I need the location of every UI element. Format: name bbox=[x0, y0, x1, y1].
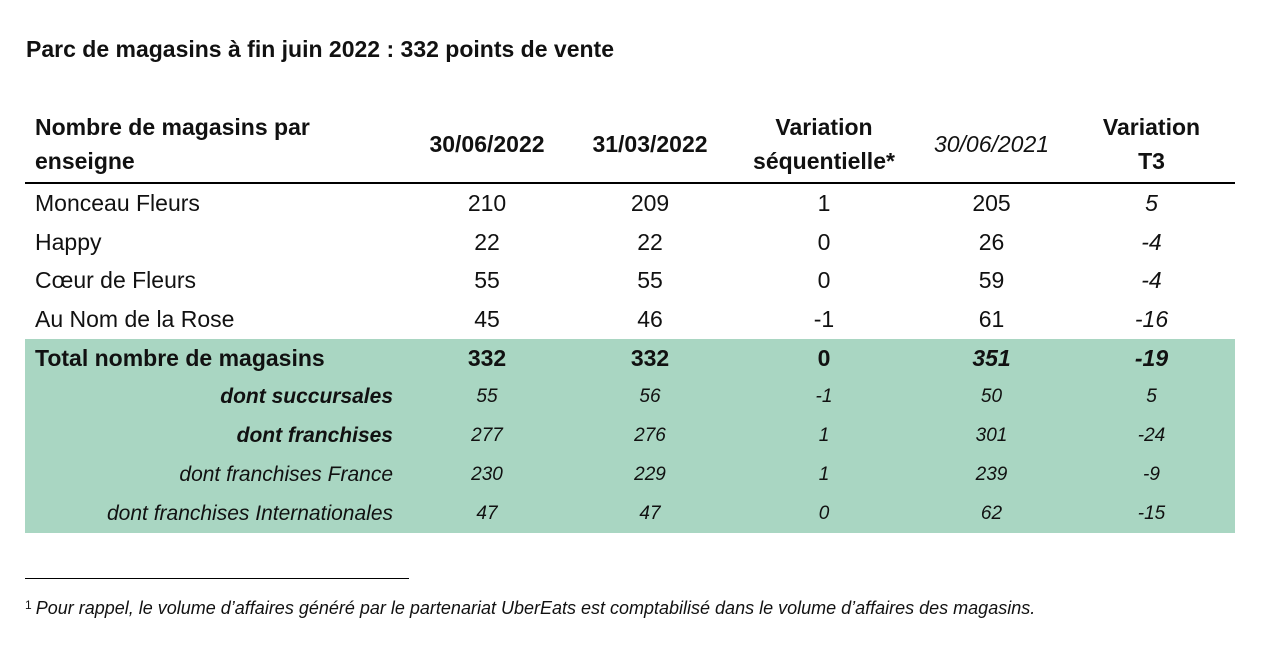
table-header-row: Nombre de magasins par enseigne 30/06/202… bbox=[25, 106, 1235, 184]
cell-variation-t3: -4 bbox=[1141, 267, 1162, 294]
total-variation-t3: -19 bbox=[1068, 339, 1235, 378]
total-label: Total nombre de magasins bbox=[25, 339, 407, 378]
sub-cell-date-current: 230 bbox=[407, 455, 567, 495]
cell-date-current: 210 bbox=[467, 189, 507, 216]
footnote: 1 Pour rappel, le volume d’affaires génér… bbox=[25, 598, 1035, 619]
total-date-previous-quarter: 332 bbox=[567, 339, 733, 378]
sub-row-label: dont franchises Internationales bbox=[25, 494, 407, 534]
header-label-line2: enseigne bbox=[35, 148, 135, 174]
header-label-line1: Nombre de magasins par bbox=[35, 114, 310, 140]
table-row: Happy 22 22 0 26 -4 bbox=[25, 223, 1235, 262]
cell-date-current: 55 bbox=[474, 267, 500, 294]
page-title: Parc de magasins à fin juin 2022 : 332 p… bbox=[26, 36, 614, 62]
table-row: Monceau Fleurs 210 209 1 205 5 bbox=[25, 183, 1235, 223]
cell-date-previous-year: 205 bbox=[972, 189, 1011, 216]
cell-date-previous-year: 26 bbox=[978, 228, 1005, 255]
total-date-previous-year: 351 bbox=[915, 339, 1068, 378]
header-variation-sequential: Variation séquentielle* bbox=[733, 106, 915, 184]
sub-cell-variation-t3: -15 bbox=[1068, 494, 1235, 534]
cell-variation-sequential: -1 bbox=[813, 306, 835, 333]
row-label: Au Nom de la Rose bbox=[35, 306, 235, 333]
store-count-table: Nombre de magasins par enseigne 30/06/202… bbox=[25, 106, 1235, 534]
cell-variation-t3: -16 bbox=[1134, 306, 1169, 333]
sub-cell-variation-t3: -9 bbox=[1068, 455, 1235, 495]
cell-date-previous-quarter: 209 bbox=[630, 189, 670, 216]
sub-cell-date-current: 47 bbox=[407, 494, 567, 534]
sub-row-label: dont succursales bbox=[25, 377, 407, 417]
footnote-divider bbox=[25, 578, 409, 579]
header-variation-seq-line2: séquentielle* bbox=[753, 148, 895, 174]
header-date-current: 30/06/2022 bbox=[407, 106, 567, 184]
sub-cell-variation-sequential: -1 bbox=[733, 377, 915, 417]
header-label: Nombre de magasins par enseigne bbox=[25, 106, 407, 184]
cell-variation-sequential: 0 bbox=[817, 228, 831, 255]
row-label: Happy bbox=[35, 228, 102, 255]
sub-row: dont succursales 55 56 -1 50 5 bbox=[25, 377, 1235, 417]
cell-date-current: 45 bbox=[474, 306, 500, 333]
cell-date-previous-quarter: 22 bbox=[637, 228, 663, 255]
sub-cell-date-previous-year: 239 bbox=[915, 455, 1068, 495]
sub-cell-variation-t3: -24 bbox=[1068, 416, 1235, 456]
table-row: Au Nom de la Rose 45 46 -1 61 -16 bbox=[25, 300, 1235, 339]
sub-cell-date-previous-year: 50 bbox=[915, 377, 1068, 417]
sub-cell-variation-sequential: 1 bbox=[733, 455, 915, 495]
sub-cell-date-previous-quarter: 56 bbox=[567, 377, 733, 417]
sub-row-label: dont franchises bbox=[25, 416, 407, 456]
sub-row: dont franchises France 230 229 1 239 -9 bbox=[25, 455, 1235, 495]
total-variation-sequential: 0 bbox=[733, 339, 915, 378]
row-label: Cœur de Fleurs bbox=[35, 267, 197, 294]
cell-variation-sequential: 0 bbox=[817, 267, 831, 294]
sub-cell-variation-sequential: 0 bbox=[733, 494, 915, 534]
sub-row-label: dont franchises France bbox=[25, 455, 407, 495]
sub-cell-date-previous-year: 301 bbox=[915, 416, 1068, 456]
cell-variation-t3: -4 bbox=[1141, 228, 1162, 255]
cell-date-current: 22 bbox=[474, 228, 500, 255]
sub-cell-date-current: 55 bbox=[407, 377, 567, 417]
cell-date-previous-quarter: 46 bbox=[637, 306, 663, 333]
sub-cell-date-current: 277 bbox=[407, 416, 567, 456]
sub-cell-date-previous-quarter: 229 bbox=[567, 455, 733, 495]
cell-variation-sequential: 1 bbox=[817, 189, 831, 216]
footnote-marker: 1 bbox=[25, 598, 32, 612]
footnote-text: Pour rappel, le volume d’affaires généré… bbox=[35, 598, 1036, 618]
cell-date-previous-year: 59 bbox=[978, 267, 1005, 294]
table-row: Cœur de Fleurs 55 55 0 59 -4 bbox=[25, 262, 1235, 301]
header-date-previous-year: 30/06/2021 bbox=[915, 106, 1068, 184]
header-variation-t3-line1: Variation bbox=[1102, 114, 1201, 140]
row-label: Monceau Fleurs bbox=[35, 189, 200, 216]
cell-variation-t3: 5 bbox=[1145, 189, 1158, 216]
sub-cell-variation-t3: 5 bbox=[1068, 377, 1235, 417]
total-row: Total nombre de magasins 332 332 0 351 -… bbox=[25, 339, 1235, 378]
header-variation-t3: Variation T3 bbox=[1068, 106, 1235, 184]
header-variation-t3-line2: T3 bbox=[1138, 148, 1165, 174]
sub-cell-date-previous-year: 62 bbox=[915, 494, 1068, 534]
header-variation-seq-line1: Variation bbox=[775, 114, 873, 140]
sub-cell-variation-sequential: 1 bbox=[733, 416, 915, 456]
header-date-previous-quarter: 31/03/2022 bbox=[567, 106, 733, 184]
cell-date-previous-quarter: 55 bbox=[637, 267, 663, 294]
sub-row: dont franchises 277 276 1 301 -24 bbox=[25, 416, 1235, 456]
cell-date-previous-year: 61 bbox=[978, 306, 1005, 333]
sub-cell-date-previous-quarter: 276 bbox=[567, 416, 733, 456]
sub-cell-date-previous-quarter: 47 bbox=[567, 494, 733, 534]
total-date-current: 332 bbox=[407, 339, 567, 378]
sub-row: dont franchises Internationales 47 47 0 … bbox=[25, 494, 1235, 534]
